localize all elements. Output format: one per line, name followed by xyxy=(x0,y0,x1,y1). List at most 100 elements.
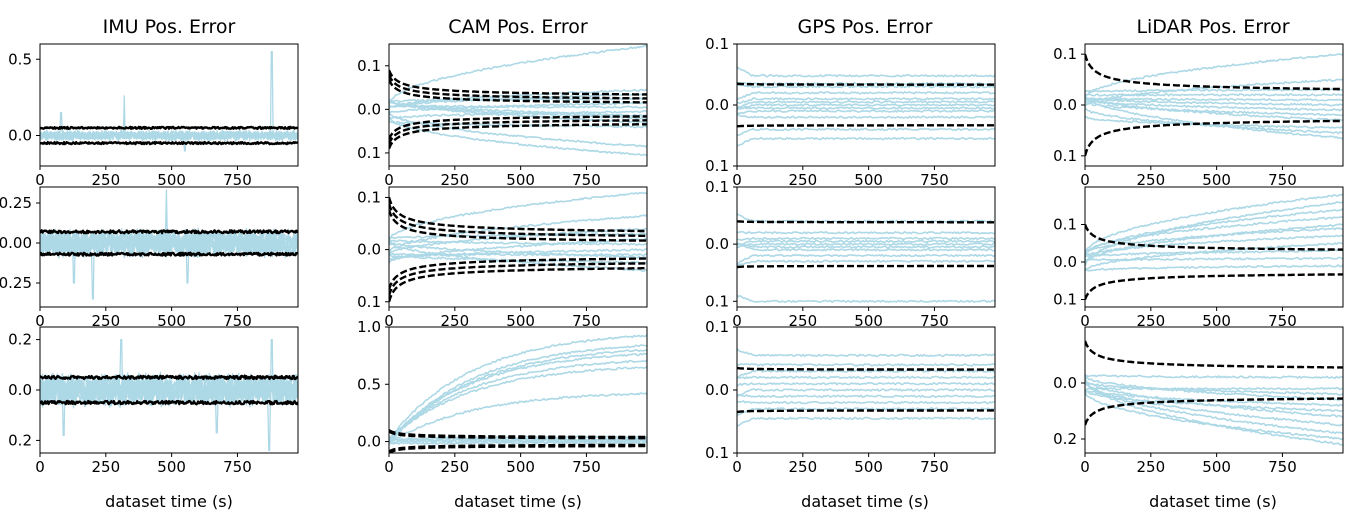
title-lidar: LiDAR Pos. Error xyxy=(1136,16,1289,38)
error-trace xyxy=(389,392,647,444)
y-tick-label: 1.0 xyxy=(357,318,381,336)
error-trace xyxy=(737,103,995,111)
bound-line xyxy=(737,264,995,269)
y-tick-label: 0.0 xyxy=(1053,374,1077,392)
error-trace xyxy=(389,232,647,240)
error-trace xyxy=(389,344,647,444)
subplot-r1-c3: 0.10.00.10 250 500 750 xyxy=(705,35,996,189)
error-trace xyxy=(1085,201,1343,267)
error-trace xyxy=(389,116,647,156)
title-cam: CAM Pos. Error xyxy=(448,16,588,38)
x-tick-label: 0 xyxy=(732,312,742,330)
bound-line xyxy=(737,82,995,86)
error-trace xyxy=(1085,249,1343,258)
error-trace xyxy=(40,373,298,408)
bound-line xyxy=(1085,340,1343,369)
error-trace xyxy=(737,242,995,252)
axes-frame xyxy=(1084,326,1344,454)
error-trace xyxy=(737,81,995,86)
x-tick-label: 500 xyxy=(1202,171,1231,189)
error-trace xyxy=(737,236,995,241)
x-tick-label: 250 xyxy=(440,458,469,476)
error-trace xyxy=(1085,193,1343,255)
x-tick-label: 0 xyxy=(1080,458,1090,476)
x-tick-label: 750 xyxy=(920,171,949,189)
y-tick-label: 0.2 xyxy=(8,331,32,349)
error-trace xyxy=(1085,216,1343,255)
y-tick-label: 0.0 xyxy=(1053,96,1077,114)
xlabel-gps: dataset time (s) xyxy=(801,492,929,511)
bound-line xyxy=(389,203,647,238)
x-tick-label: 500 xyxy=(854,312,883,330)
axes-frame xyxy=(39,43,299,167)
error-trace xyxy=(389,438,647,443)
plot-area xyxy=(737,66,995,147)
x-tick-label: 0 xyxy=(384,171,394,189)
x-tick-label: 250 xyxy=(788,458,817,476)
subplot-r1-c4: 0.10.00.10 250 500 750 xyxy=(1053,43,1344,189)
x-tick-label: 0 xyxy=(1080,171,1090,189)
y-tick-label: 0.2 xyxy=(1053,430,1077,448)
y-tick-label: 0.1 xyxy=(705,292,729,310)
x-tick-label: 500 xyxy=(157,458,186,476)
y-tick-label: 0.1 xyxy=(705,35,729,53)
subplot-r3-c4: 0.0 0.20 250 500 750 xyxy=(1053,326,1344,476)
x-tick-label: 250 xyxy=(440,312,469,330)
bound-line xyxy=(1085,53,1343,91)
title-imu: IMU Pos. Error xyxy=(103,16,236,38)
error-trace xyxy=(389,214,647,253)
y-tick-label: 0.0 xyxy=(705,381,729,399)
bound-line xyxy=(389,119,647,145)
y-tick-label: 0.1 xyxy=(705,178,729,196)
subplot-r2-c3: 0.10.00.10 250 500 750 xyxy=(705,178,996,330)
y-tick-label: 0.1 xyxy=(705,444,729,462)
y-tick-label: 0.1 xyxy=(357,293,381,311)
error-trace xyxy=(389,334,647,440)
x-tick-label: 0 xyxy=(35,312,45,330)
bound-line xyxy=(389,267,647,303)
x-tick-label: 750 xyxy=(920,458,949,476)
error-trace xyxy=(737,106,995,110)
axes-frame xyxy=(388,326,648,454)
subplot-r3-c2: 1.0 0.5 0.00 250 500 750 xyxy=(357,318,648,476)
xlabel-lidar: dataset time (s) xyxy=(1149,492,1277,511)
bound-line xyxy=(737,220,995,224)
x-tick-label: 500 xyxy=(506,171,535,189)
y-tick-label: 0.1 xyxy=(357,144,381,162)
bound-line xyxy=(389,209,647,242)
error-trace xyxy=(1085,207,1343,258)
plot-area xyxy=(40,338,298,452)
error-trace xyxy=(389,440,647,446)
bound-line xyxy=(40,374,298,381)
plot-area xyxy=(1085,52,1343,157)
error-trace xyxy=(389,104,647,109)
plot-area xyxy=(389,44,647,156)
subplot-r2-c2: 0.10.00.10 250 500 750 xyxy=(357,186,648,330)
y-tick-label: 0.5 xyxy=(8,50,32,68)
error-trace xyxy=(737,66,995,78)
x-tick-label: 750 xyxy=(572,458,601,476)
error-trace xyxy=(737,393,995,399)
error-trace xyxy=(1085,88,1343,93)
bound-line xyxy=(389,444,647,453)
x-tick-label: 0 xyxy=(732,458,742,476)
x-tick-label: 500 xyxy=(157,312,186,330)
bound-line xyxy=(389,262,647,296)
bound-line xyxy=(40,399,298,406)
error-trace xyxy=(1085,379,1343,435)
error-trace xyxy=(389,44,647,105)
error-trace xyxy=(737,294,995,304)
x-tick-label: 750 xyxy=(1268,458,1297,476)
x-tick-label: 250 xyxy=(440,171,469,189)
bound-line xyxy=(1085,119,1343,157)
error-trace xyxy=(737,113,995,119)
y-tick-label: 0.25 xyxy=(0,274,32,292)
x-tick-label: 0 xyxy=(384,312,394,330)
x-tick-label: 500 xyxy=(506,312,535,330)
bound-line xyxy=(737,409,995,414)
plot-area xyxy=(40,50,298,152)
y-tick-label: 0.1 xyxy=(1053,216,1077,234)
error-trace xyxy=(737,242,995,249)
error-trace xyxy=(389,352,647,440)
x-tick-label: 750 xyxy=(1268,312,1297,330)
